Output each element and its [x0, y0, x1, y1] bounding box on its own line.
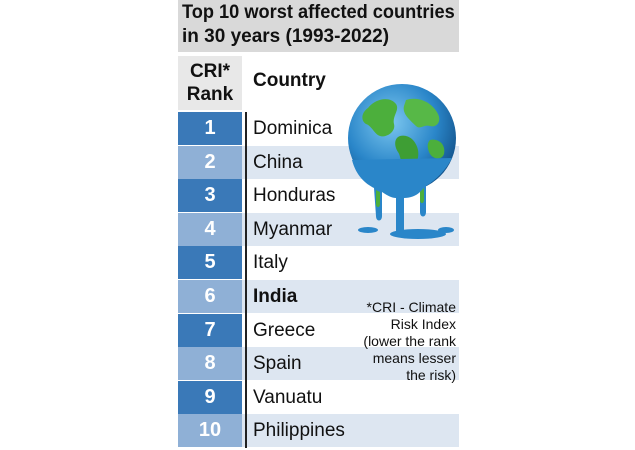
rank-cell: 9 [178, 380, 242, 414]
country-cell: Dominica [253, 118, 333, 139]
table-row: 9 Vanuatu [178, 380, 459, 414]
title-line-2: in 30 years (1993-2022) [182, 26, 390, 47]
footnote-line-1: *CRI - Climate [366, 299, 456, 315]
country-cell: Philippines [253, 420, 345, 442]
rank-column-header: CRI* Rank [178, 56, 242, 110]
table-row: 7 Greece [178, 313, 459, 347]
footnote-line-3: (lower the rank [363, 333, 456, 349]
table-row: 10 Philippines [178, 414, 459, 448]
title-line-1: Top 10 worst affected countries [182, 2, 455, 23]
rank-cell: 3 [178, 179, 242, 213]
rank-header-line-2: Rank [186, 84, 234, 105]
footnote-line-5: the risk) [406, 367, 456, 383]
rank-cell: 8 [178, 347, 242, 381]
table-row: 1 Dominica [178, 112, 459, 145]
column-divider [245, 112, 247, 448]
country-cell: Vanuatu [253, 386, 323, 408]
footnote-line-2: Risk Index [390, 316, 456, 332]
country-cell: India [253, 286, 298, 307]
country-column-header: Country [253, 70, 326, 91]
rank-cell: 2 [178, 145, 242, 179]
country-cell: Greece [253, 319, 316, 341]
table-row: 5 Italy [178, 246, 459, 280]
rank-cell: 4 [178, 212, 242, 246]
rank-cell: 5 [178, 246, 242, 280]
country-cell: Myanmar [253, 218, 333, 240]
rank-cell: 1 [178, 112, 242, 145]
infographic-card: Top 10 worst affected countries in 30 ye… [178, 0, 459, 450]
table-row: 6 India [178, 280, 459, 313]
table-row: 2 China [178, 145, 459, 179]
country-cell: Spain [253, 353, 302, 375]
country-cell: China [253, 151, 303, 173]
country-cell: Italy [253, 252, 288, 274]
title-bar: Top 10 worst affected countries in 30 ye… [178, 0, 459, 52]
table-row: 3 Honduras [178, 179, 459, 213]
rank-header-line-1: CRI* [189, 61, 231, 82]
melting-globe-icon [348, 84, 456, 239]
cri-footnote: *CRI - Climate Risk Index (lower the ran… [338, 299, 456, 384]
rank-cell: 7 [178, 313, 242, 347]
table-row: 8 Spain [178, 347, 459, 381]
country-cell: Honduras [253, 185, 336, 207]
rank-cell: 6 [178, 280, 242, 313]
footnote-line-4: means lesser [372, 350, 456, 366]
rank-cell: 10 [178, 414, 242, 448]
